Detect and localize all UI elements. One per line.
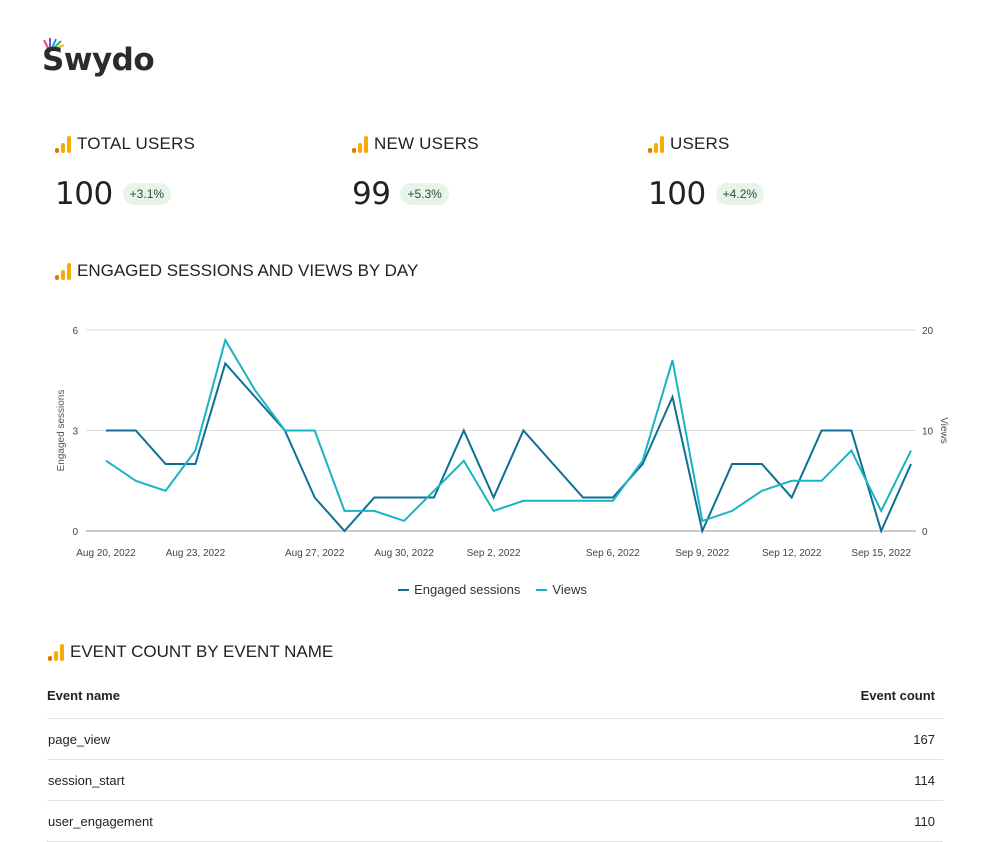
y-tick-label-left: 6: [72, 326, 78, 337]
brand-name: Swydo: [42, 42, 155, 78]
chart-legend: Engaged sessions Views: [0, 582, 985, 597]
kpi-users: USERS 100 +4.2%: [648, 134, 908, 212]
table-row: page_view 167: [47, 718, 943, 760]
legend-item-engaged-sessions[interactable]: Engaged sessions: [398, 582, 520, 597]
series-line-views: [105, 337, 912, 523]
y-tick-label-right: 10: [922, 427, 934, 438]
x-tick-label: Aug 20, 2022: [76, 548, 136, 559]
engaged-sessions-views-chart: 0 3 6 0 10 20 Engaged sessions Views Aug 20, 202…: [56, 326, 949, 559]
column-header-event-count[interactable]: Event count: [552, 682, 943, 719]
y-tick-label-right: 0: [922, 527, 928, 538]
y-tick-label-left: 0: [72, 527, 78, 538]
kpi-change-badge: +4.2%: [715, 183, 765, 205]
table-title: EVENT COUNT BY EVENT NAME: [70, 642, 334, 661]
kpi-new-users: NEW USERS 99 +5.3%: [352, 134, 612, 212]
x-tick-label: Aug 27, 2022: [285, 548, 345, 559]
google-analytics-icon: [55, 135, 71, 153]
table-row: user_engagement 110: [47, 800, 943, 842]
x-tick-label: Sep 9, 2022: [675, 548, 729, 559]
kpi-value: 100: [648, 176, 706, 212]
series-line-engaged-sessions: [106, 361, 912, 535]
table-header-row: Event name Event count: [47, 682, 943, 719]
y-tick-label-left: 3: [72, 427, 78, 438]
logo-spark-icon: [43, 38, 65, 50]
y-axis-label-right: Views: [938, 417, 949, 444]
kpi-value: 99: [352, 176, 391, 212]
kpi-change-badge: +5.3%: [400, 183, 449, 205]
x-tick-label: Aug 30, 2022: [374, 548, 434, 559]
event-count-cell: 114: [552, 759, 943, 801]
google-analytics-icon: [352, 135, 368, 153]
legend-label: Views: [552, 582, 587, 597]
legend-swatch: [398, 588, 410, 591]
kpi-total-users: TOTAL USERS 100 +3.1%: [55, 134, 315, 212]
event-count-cell: 110: [552, 800, 943, 842]
google-analytics-icon: [55, 262, 71, 280]
legend-swatch: [536, 588, 548, 591]
x-tick-label: Sep 6, 2022: [586, 548, 640, 559]
kpi-change-badge: +3.1%: [122, 183, 172, 205]
table-row: session_start 114: [47, 759, 943, 801]
event-name-cell: page_view: [47, 718, 553, 760]
x-tick-label: Aug 23, 2022: [166, 548, 226, 559]
google-analytics-icon: [648, 135, 664, 153]
x-tick-label: Sep 12, 2022: [762, 548, 822, 559]
event-count-table: Event name Event count page_view 167 ses…: [47, 682, 943, 842]
kpi-title: USERS: [670, 134, 730, 153]
google-analytics-icon: [48, 643, 64, 661]
column-header-event-name[interactable]: Event name: [47, 682, 553, 719]
kpi-title: NEW USERS: [374, 134, 479, 153]
table-section-title: EVENT COUNT BY EVENT NAME: [48, 642, 333, 662]
chart-title: ENGAGED SESSIONS AND VIEWS BY DAY: [77, 261, 419, 280]
x-tick-label: Sep 2, 2022: [467, 548, 521, 559]
swydo-logo: Swydo: [42, 36, 172, 88]
kpi-value: 100: [55, 176, 113, 212]
y-tick-label-right: 20: [922, 326, 934, 337]
event-name-cell: user_engagement: [47, 800, 553, 842]
legend-item-views[interactable]: Views: [536, 582, 587, 597]
event-count-cell: 167: [552, 718, 943, 760]
y-axis-label-left: Engaged sessions: [56, 390, 67, 472]
legend-label: Engaged sessions: [414, 582, 521, 597]
event-name-cell: session_start: [47, 759, 553, 801]
x-tick-label: Sep 15, 2022: [851, 548, 911, 559]
kpi-title: TOTAL USERS: [77, 134, 196, 153]
chart-section-title: ENGAGED SESSIONS AND VIEWS BY DAY: [55, 261, 418, 281]
